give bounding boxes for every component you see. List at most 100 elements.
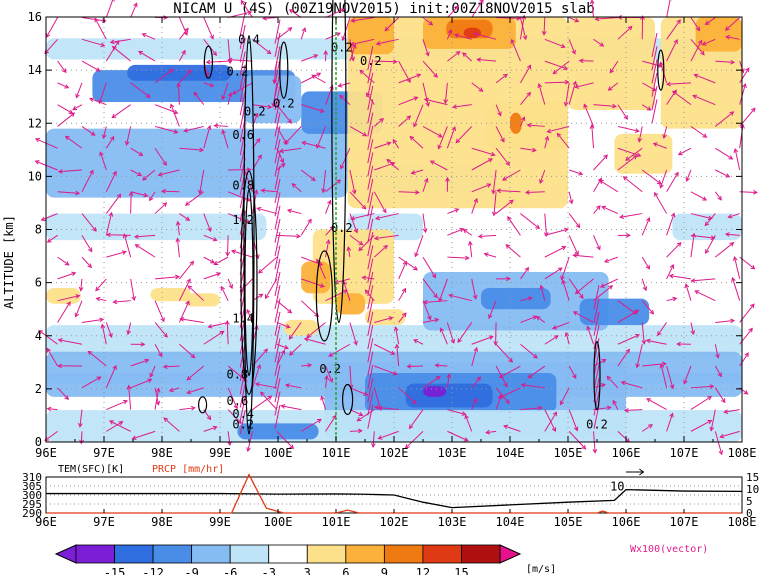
wind-arrow-shaft <box>552 322 570 329</box>
wind-arrow-shaft <box>193 92 205 105</box>
colorbar-swatch <box>461 544 501 564</box>
wind-arrow-head <box>122 233 128 239</box>
wind-arrow-head <box>163 15 169 20</box>
wind-arrow-shaft <box>88 351 107 367</box>
shaded-region <box>237 423 319 440</box>
wind-arrow-shaft <box>617 334 640 345</box>
surface-arrow <box>626 468 645 476</box>
wind-arrow-head <box>111 113 117 119</box>
wind-arrow-head <box>71 271 77 277</box>
wind-arrow-shaft <box>214 256 229 265</box>
wind-arrow-shaft <box>285 384 302 389</box>
wind-arrow-head <box>225 251 230 257</box>
wind-arrow-shaft <box>398 288 406 301</box>
wind-arrow-shaft <box>350 38 375 46</box>
wind-arrow-shaft <box>130 359 149 367</box>
wind-arrow-head <box>551 427 557 433</box>
wind-arrow-head <box>138 151 144 157</box>
wind-arrow-head <box>608 285 614 290</box>
wind-arrow-shaft <box>252 38 271 55</box>
wind-arrow-shaft <box>81 235 93 252</box>
contour-label: 0.2 <box>586 418 608 432</box>
wind-arrow-shaft <box>374 142 391 149</box>
wind-arrow-head <box>278 148 284 154</box>
wind-arrow-head <box>425 51 430 57</box>
wind-arrow-shaft <box>690 396 712 411</box>
wind-arrow-head <box>423 97 429 103</box>
contour-line <box>244 189 254 377</box>
wind-arrow-head <box>560 43 566 49</box>
wind-arrow-shaft <box>544 38 565 48</box>
wind-arrow-shaft <box>162 190 180 193</box>
wind-arrow-shaft <box>617 104 628 120</box>
colorbar-tick-label: 6 <box>342 566 349 575</box>
wind-arrow-shaft <box>95 278 107 291</box>
wind-arrow-head <box>216 272 222 277</box>
wind-arrow-shaft <box>739 191 757 193</box>
wind-arrow-head <box>625 156 631 161</box>
colorbar-tick-label: 3 <box>304 566 311 575</box>
updraft-arrow <box>274 192 281 217</box>
wind-arrow-shaft <box>422 39 429 56</box>
wind-arrow-head <box>733 148 739 154</box>
wind-arrow-shaft <box>206 60 229 63</box>
wind-arrow-head <box>490 151 496 157</box>
wind-arrow-shaft <box>646 398 667 411</box>
wind-arrow-shaft <box>715 60 735 63</box>
wind-arrow-head <box>652 142 658 147</box>
wind-arrow-head <box>446 373 452 379</box>
wind-arrow-head <box>464 414 469 420</box>
updraft-arrow <box>593 311 600 336</box>
updraft-arrow <box>274 139 281 164</box>
wind-arrow-head <box>450 338 456 344</box>
wind-arrow-head <box>186 375 192 381</box>
wind-arrow-head <box>646 398 652 403</box>
wind-arrow-shaft <box>154 69 174 84</box>
wind-arrow-shaft <box>511 39 521 62</box>
wind-arrow-head <box>443 99 449 105</box>
wind-arrow-shaft <box>179 147 204 151</box>
wind-arrow-head <box>601 359 607 364</box>
updraft-arrow <box>274 364 281 389</box>
wind-arrow-head <box>704 20 710 26</box>
wind-arrow-shaft <box>617 431 630 443</box>
contour-label: 0.2 <box>244 104 266 118</box>
updraft-arrow <box>274 32 281 57</box>
wind-arrow-head <box>637 137 643 143</box>
wind-arrow-head <box>724 232 730 237</box>
wind-arrow-head <box>672 296 678 302</box>
wind-arrow-shaft <box>339 95 351 106</box>
wind-arrow-head <box>186 278 191 284</box>
wind-arrow-head <box>539 284 544 290</box>
wind-arrow-shaft <box>300 169 316 181</box>
wind-arrow-head <box>501 176 507 181</box>
wind-arrow-head <box>506 276 511 282</box>
wind-arrow-shaft <box>325 240 330 258</box>
wind-arrow-shaft <box>617 147 641 157</box>
colorbar-right-triangle <box>499 544 522 564</box>
wind-arrow-shaft <box>724 409 740 413</box>
wind-arrow-shaft <box>454 34 472 40</box>
wind-arrow-shaft <box>601 206 619 215</box>
wind-arrow-shaft <box>374 317 393 323</box>
bottom-x-tick-label: 106E <box>612 515 641 529</box>
wind-arrow-shaft <box>547 125 570 133</box>
wind-arrow-head <box>291 183 297 188</box>
colorbar-swatch <box>152 544 193 564</box>
wind-arrow-shaft <box>726 36 740 40</box>
bottom-x-tick-label: 98E <box>151 515 173 529</box>
wind-arrow-shaft <box>646 339 667 345</box>
wind-arrow-head <box>339 164 345 170</box>
wind-arrow-shaft <box>186 365 205 381</box>
wind-arrow-head <box>473 346 479 352</box>
wind-arrow-head <box>310 176 316 182</box>
wind-arrow-head <box>207 227 212 233</box>
wind-arrow-head <box>493 341 498 346</box>
wind-arrow-head <box>521 14 527 20</box>
wind-arrow-shaft <box>138 51 156 62</box>
wind-arrow-head <box>500 137 505 143</box>
wind-arrow-shaft <box>739 352 749 367</box>
wind-arrow-shaft <box>130 191 148 197</box>
wind-arrow-head <box>184 201 190 206</box>
vector-legend: Wx100(vector) <box>630 544 708 555</box>
